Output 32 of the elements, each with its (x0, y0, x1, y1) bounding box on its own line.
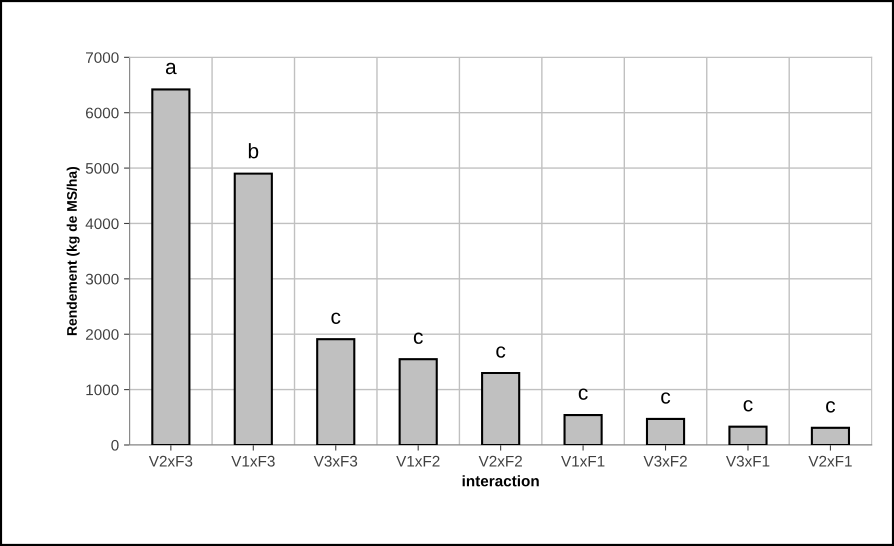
annotation: c (414, 332, 423, 344)
annotation: c (496, 346, 506, 358)
y-tick-label: 3000 (86, 274, 119, 285)
x-tick-label: V2xF2 (478, 456, 522, 466)
annotation: c (578, 388, 588, 400)
x-tick-label: V1xF1 (561, 456, 604, 466)
y-tick-label: 0 (111, 440, 119, 451)
bar (810, 426, 850, 445)
bar (646, 418, 686, 445)
annotation: b (248, 143, 258, 158)
y-tick-label: 2000 (86, 329, 119, 340)
annotation: c (826, 401, 836, 413)
y-tick-label: 7000 (86, 52, 119, 64)
x-tick-label: V3xF3 (314, 456, 358, 467)
y-axis-title: Rendement (kg de MS/ha) (66, 166, 80, 336)
y-tick-label: 4000 (86, 218, 119, 230)
bar (728, 426, 768, 445)
annotation: c (331, 312, 340, 324)
annotation: a (166, 62, 177, 74)
annotation: c (661, 392, 670, 404)
y-tick-label: 5000 (86, 162, 119, 174)
annotation: c (744, 400, 753, 412)
bar (563, 414, 603, 445)
x-tick-label: V2xF1 (808, 456, 852, 466)
y-tick-label: 6000 (86, 108, 119, 118)
x-tick-label: V3xF2 (644, 456, 687, 467)
x-tick-label: V1xF2 (396, 456, 440, 466)
x-tick-label: V3xF1 (726, 456, 770, 467)
x-tick-label: V1xF3 (231, 456, 275, 467)
x-axis-title: interaction (462, 475, 539, 486)
x-tick-label: V2xF3 (148, 456, 192, 467)
y-tick-label: 1000 (86, 384, 119, 396)
